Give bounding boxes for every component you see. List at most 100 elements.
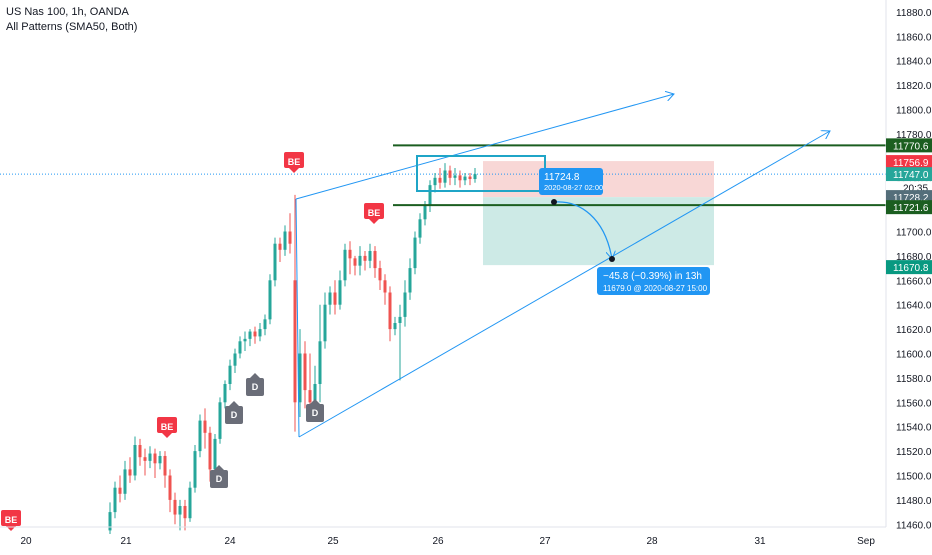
label-text: 11747.0 [893, 170, 929, 181]
candle-body [443, 170, 447, 183]
label-text: 11670.8 [893, 263, 929, 274]
time-tick-label: 24 [224, 536, 236, 547]
badge-pointer [369, 219, 379, 224]
price-axis: 11460.0 11480.0 11500.0 11520.0 11540.0 11560… [885, 0, 932, 531]
candle-body [143, 457, 147, 461]
candle-body [343, 249, 347, 281]
bearish-engulfing-badge: BE [284, 152, 304, 173]
candle-body [118, 487, 122, 494]
candle-body [368, 251, 372, 261]
bearish-engulfing-badge: BE [157, 417, 177, 438]
badge-pointer [229, 401, 239, 406]
badge-label: D [312, 408, 319, 418]
forecast-end-point [609, 256, 615, 262]
annotation-change: −45.8 (−0.39%) in 13h [603, 271, 702, 282]
candle-body [278, 243, 282, 250]
price-tick-label: 11800.0 [896, 106, 932, 117]
candle-body [313, 384, 317, 403]
label-bg [886, 155, 932, 170]
candle-body [298, 353, 302, 403]
candle-body [423, 204, 427, 220]
candle-body [228, 365, 232, 384]
candle-body [348, 249, 352, 259]
badge-pointer [289, 168, 299, 173]
take-profit-zone [483, 197, 714, 266]
price-tick-label: 11600.0 [896, 350, 932, 361]
price-tick-label: 11640.0 [896, 301, 932, 312]
indicator-title: All Patterns (SMA50, Both) [6, 21, 138, 33]
pattern-badge: D [210, 465, 228, 488]
candle-body [183, 506, 187, 519]
candles [108, 163, 477, 535]
candle-body [173, 499, 177, 515]
candle-body [388, 292, 392, 330]
candle-body [428, 185, 432, 205]
label-text: 11728.2 [893, 193, 929, 204]
candle-body [363, 255, 367, 261]
candle-body [138, 445, 142, 458]
time-tick-label: 27 [539, 536, 551, 547]
upper-trend-line [295, 94, 674, 200]
price-tick-label: 11820.0 [896, 81, 932, 92]
label-bg [886, 200, 932, 215]
candle-body [178, 506, 182, 515]
badge-pointer [310, 399, 320, 404]
pattern-badge: D [246, 373, 264, 396]
symbol-title: US Nas 100, 1h, OANDA [6, 6, 129, 18]
candle-body [163, 455, 167, 476]
badge-pointer [250, 373, 260, 378]
candle-body [463, 176, 467, 181]
time-tick-label: 21 [120, 536, 132, 547]
position-zones [483, 161, 714, 266]
candle-body [233, 353, 237, 366]
candle-body [268, 280, 272, 320]
annotation-date: 2020-08-27 02:00 [544, 183, 603, 192]
time-tick-label: 31 [754, 536, 766, 547]
time-axis: 20 21 24 25 26 27 28 31 Sep [0, 526, 886, 547]
label-bg [886, 167, 932, 182]
badge-shape [157, 417, 177, 433]
candle-body [373, 251, 377, 269]
candle-body [403, 292, 407, 317]
price-tick-label: 11840.0 [896, 57, 932, 68]
candle-body [148, 453, 152, 461]
candle-body [353, 258, 357, 266]
badge-shape [1, 510, 21, 526]
candle-body [468, 176, 472, 180]
label-bg [886, 260, 932, 275]
badge-label: BE [5, 515, 18, 525]
price-tick-label: 11480.0 [896, 496, 932, 507]
label-text: 11770.6 [893, 141, 929, 152]
candle-body [358, 255, 362, 266]
forecast-start-point [551, 199, 557, 205]
candle-body [318, 341, 322, 384]
candle-body [458, 175, 462, 181]
badge-shape [246, 378, 264, 396]
price-tick-label: 11540.0 [896, 423, 932, 434]
candle-body [113, 487, 117, 513]
candle-body [108, 512, 112, 531]
candle-body [473, 174, 477, 180]
price-tick-label: 11580.0 [896, 374, 932, 385]
candle-body [398, 316, 402, 323]
price-tick-label: 11460.0 [896, 520, 932, 531]
candle-body [413, 237, 417, 269]
candle-body [273, 243, 277, 281]
price-axis-label-level: 11770.6 [886, 138, 932, 153]
candle-body [223, 384, 227, 403]
candle-body [438, 177, 442, 183]
candle-body [258, 329, 262, 337]
price-tick-label: 11520.0 [896, 447, 932, 458]
annotation-price: 11724.8 [544, 172, 580, 183]
candle-body [253, 331, 257, 337]
candle-body [208, 432, 212, 470]
candle-body [393, 323, 397, 330]
badge-pointer [214, 465, 224, 470]
forecast-curve [553, 201, 612, 259]
price-axis-label-stop: 11756.9 [886, 155, 932, 170]
candle-body [263, 319, 267, 330]
candle-body [308, 390, 312, 403]
